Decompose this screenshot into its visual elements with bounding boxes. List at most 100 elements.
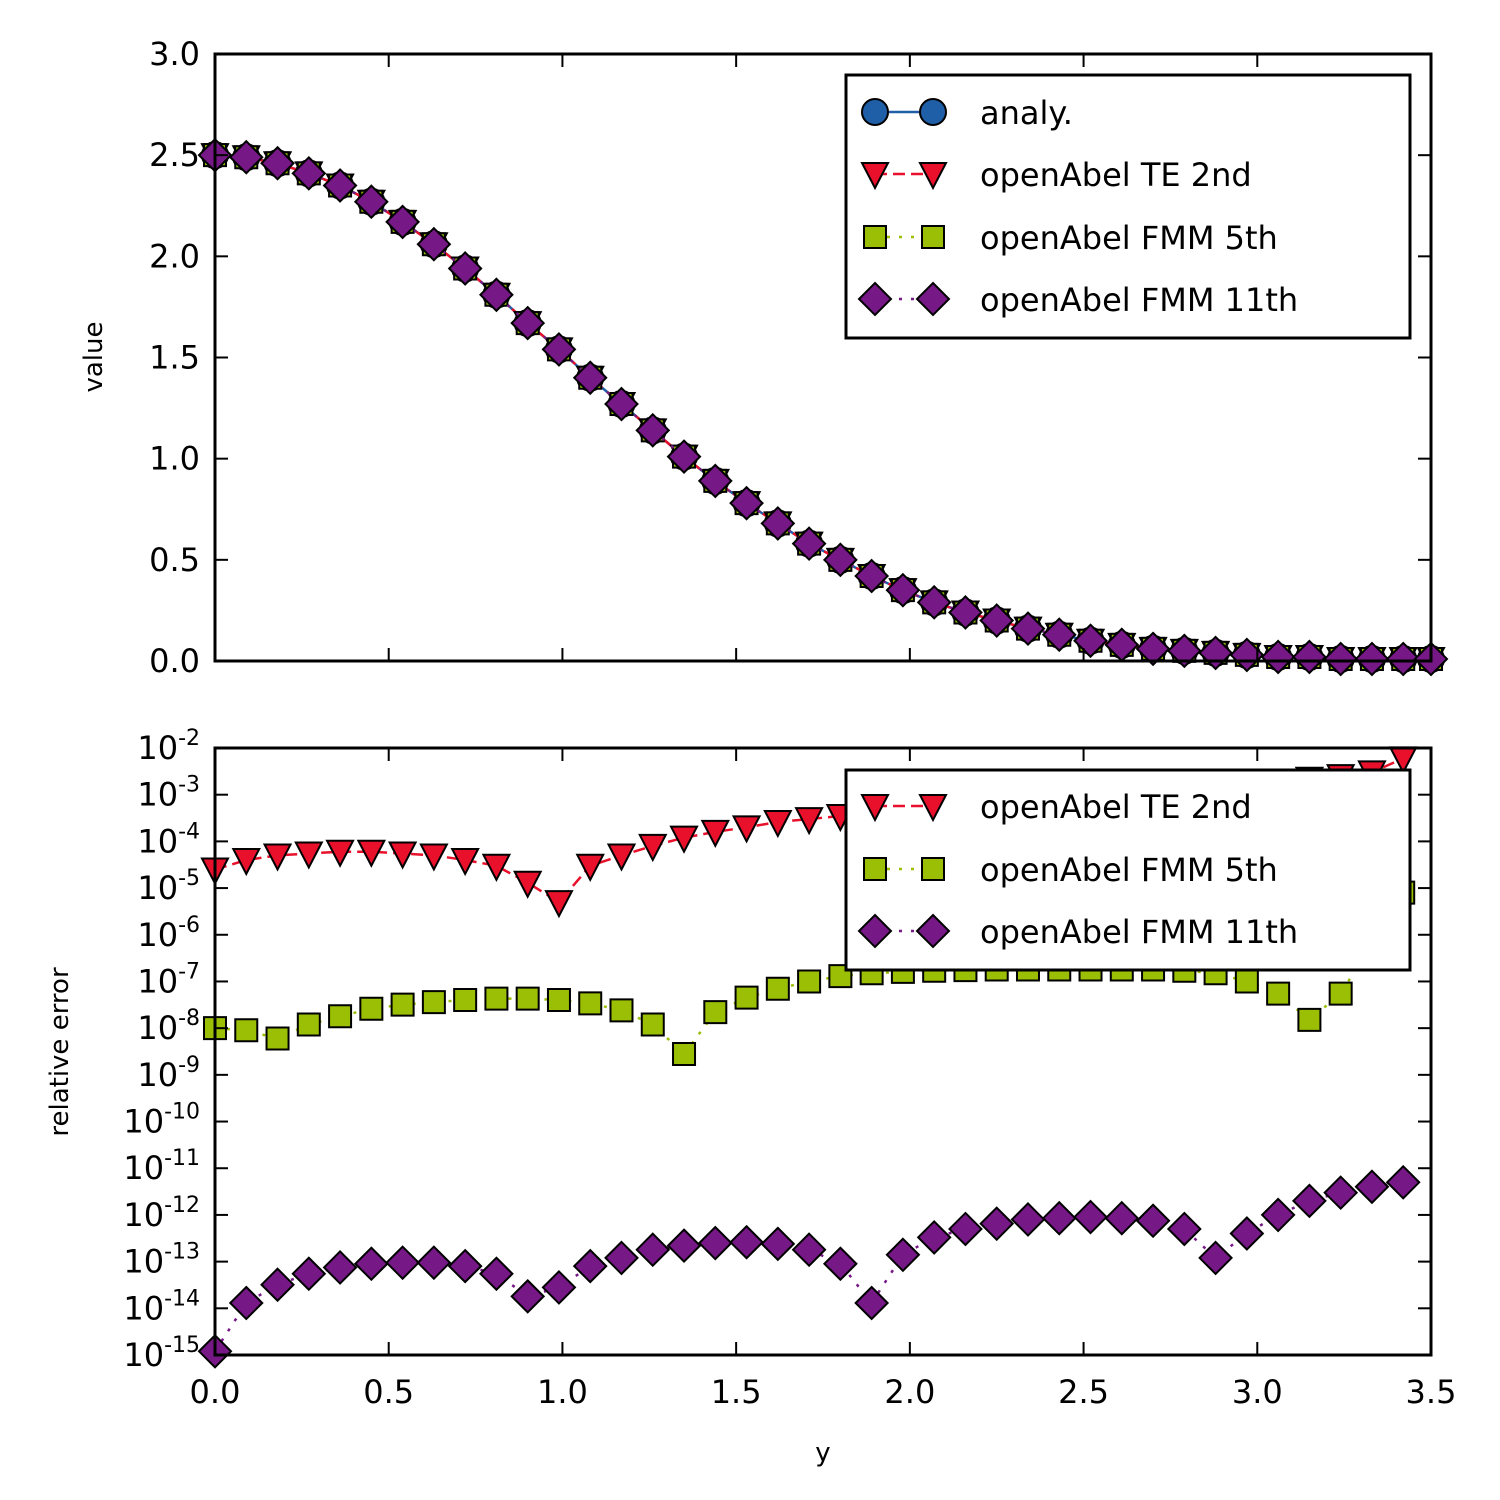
top-point-fmm11 [979,603,1015,638]
bottom-point-te [231,847,261,877]
bottom-xtick-label: 0.0 [190,1373,241,1411]
top-point-fmm11 [353,184,389,220]
legend-label-fmm11: openAbel FMM 11th [980,281,1298,319]
bottom-legend-fmm11-marker-right [915,913,951,949]
bottom-point-te [763,810,793,839]
bottom-point-fmm11 [385,1245,421,1281]
bottom-point-fmm5 [1328,981,1353,1006]
bottom-point-fmm5 [1234,969,1259,994]
top-ytick-label: 2.5 [149,136,200,174]
bottom-point-fmm11 [228,1285,264,1321]
bottom-point-fmm11 [979,1206,1015,1242]
bottom-point-te [513,870,543,899]
bottom-point-fmm5 [546,988,571,1013]
top-point-fmm11 [885,572,921,608]
legend2-label-te: openAbel TE 2nd [980,788,1252,826]
bottom-legend-te-marker-right [918,794,948,823]
bottom-point-fmm5 [640,1012,665,1037]
bottom-point-te [669,825,699,854]
top-ticks: 0.0 0.5 1.0 1.5 2.0 2.5 3.0 [149,35,1432,680]
legend2-label-fmm11: openAbel FMM 11th [980,913,1298,951]
top-legend-fmm11-marker-left [857,281,893,317]
bottom-point-fmm11 [791,1232,827,1268]
bottom-ytick-label: 10-10 [123,1100,200,1141]
top-point-fmm11 [760,505,796,541]
bottom-ticks: 10-15 10-14 10-13 10-12 10-11 10-10 10-9 10-8 10… [123,726,1456,1411]
bottom-ytick-label: 10-12 [123,1193,200,1234]
bottom-point-fmm5 [484,986,509,1011]
top-point-fmm11 [572,360,608,396]
bottom-point-fmm11 [854,1285,890,1321]
bottom-point-fmm5 [578,991,603,1016]
bottom-xtick-label: 2.0 [884,1373,935,1411]
bottom-point-te [731,815,762,844]
top-legend-fmm11-marker-right [915,281,951,317]
top-point-fmm11 [635,412,671,448]
bottom-point-fmm11 [510,1278,546,1314]
top-point-fmm11 [541,331,577,367]
top-point-fmm11 [260,145,295,181]
top-point-fmm11 [791,526,827,562]
bottom-point-te [481,853,512,882]
bottom-ytick-label: 10-6 [137,913,200,954]
top-point-fmm11 [604,386,639,422]
bottom-point-te [356,839,386,868]
top-point-fmm11 [228,139,264,175]
bottom-point-fmm11 [635,1232,671,1268]
top-legend-entries [857,98,951,317]
bottom-xtick-label: 1.0 [537,1373,588,1411]
top-point-fmm11 [854,558,890,594]
bottom-point-fmm11 [1166,1211,1202,1247]
bottom-xtick-label: 3.5 [1406,1373,1457,1411]
bottom-ytick-label: 10-15 [123,1333,200,1374]
top-point-fmm11 [697,463,733,499]
bottom-ytick-label: 10-5 [137,866,200,907]
top-ylabel: value [79,321,109,392]
bottom-point-fmm11 [322,1250,358,1285]
bottom-point-te [544,890,574,919]
bottom-point-te [294,841,324,870]
bottom-point-te [387,841,418,870]
bottom-point-fmm5 [672,1041,697,1066]
top-point-fmm11 [1166,633,1202,669]
bottom-point-fmm11 [1229,1216,1265,1251]
bottom-point-fmm11 [604,1240,639,1276]
top-legend-analytic-marker-left [861,98,889,126]
bottom-series-layer [197,746,1421,1369]
top-series-layer [197,137,1449,677]
bottom-point-fmm5 [797,969,822,994]
bottom-point-te [325,839,355,868]
bottom-point-fmm5 [1297,1007,1322,1032]
bottom-point-fmm11 [541,1270,577,1305]
top-ytick-label: 0.5 [149,541,200,579]
bottom-legend-fmm5-marker-left [863,857,887,881]
bottom-ytick-label: 10-7 [137,959,200,1000]
bottom-point-te [638,833,668,863]
bottom-point-fmm11 [760,1226,796,1262]
bottom-legend-fmm5-marker-right [921,857,945,881]
bottom-point-fmm5 [296,1012,321,1037]
top-ytick-label: 3.0 [149,35,200,73]
bottom-xtick-label: 2.5 [1058,1373,1109,1411]
legend-label-te: openAbel TE 2nd [980,156,1252,194]
bottom-point-fmm5 [515,986,540,1011]
bottom-point-fmm11 [1135,1203,1171,1239]
bottom-xtick-label: 0.5 [363,1373,414,1411]
bottom-point-te [419,843,449,872]
bottom-point-te [575,853,605,882]
bottom-point-fmm5 [328,1004,353,1029]
bottom-point-fmm11 [697,1225,733,1261]
bottom-ytick-label: 10-2 [137,726,200,767]
top-ytick-label: 0.0 [149,642,200,680]
bottom-point-fmm5 [390,992,415,1017]
bottom-point-te [606,843,637,872]
bottom-ytick-label: 10-9 [137,1053,200,1094]
bottom-point-fmm5 [703,1000,728,1025]
top-point-fmm11 [1073,623,1108,659]
bottom-point-fmm11 [1198,1240,1234,1276]
top-point-fmm11 [822,542,858,578]
top-legend-fmm5-marker-left [863,225,887,249]
bottom-ytick-label: 10-13 [123,1240,200,1281]
bottom-point-fmm5 [359,996,384,1021]
bottom-legend: openAbel TE 2nd openAbel FMM 5th openAbe… [844,768,1412,972]
